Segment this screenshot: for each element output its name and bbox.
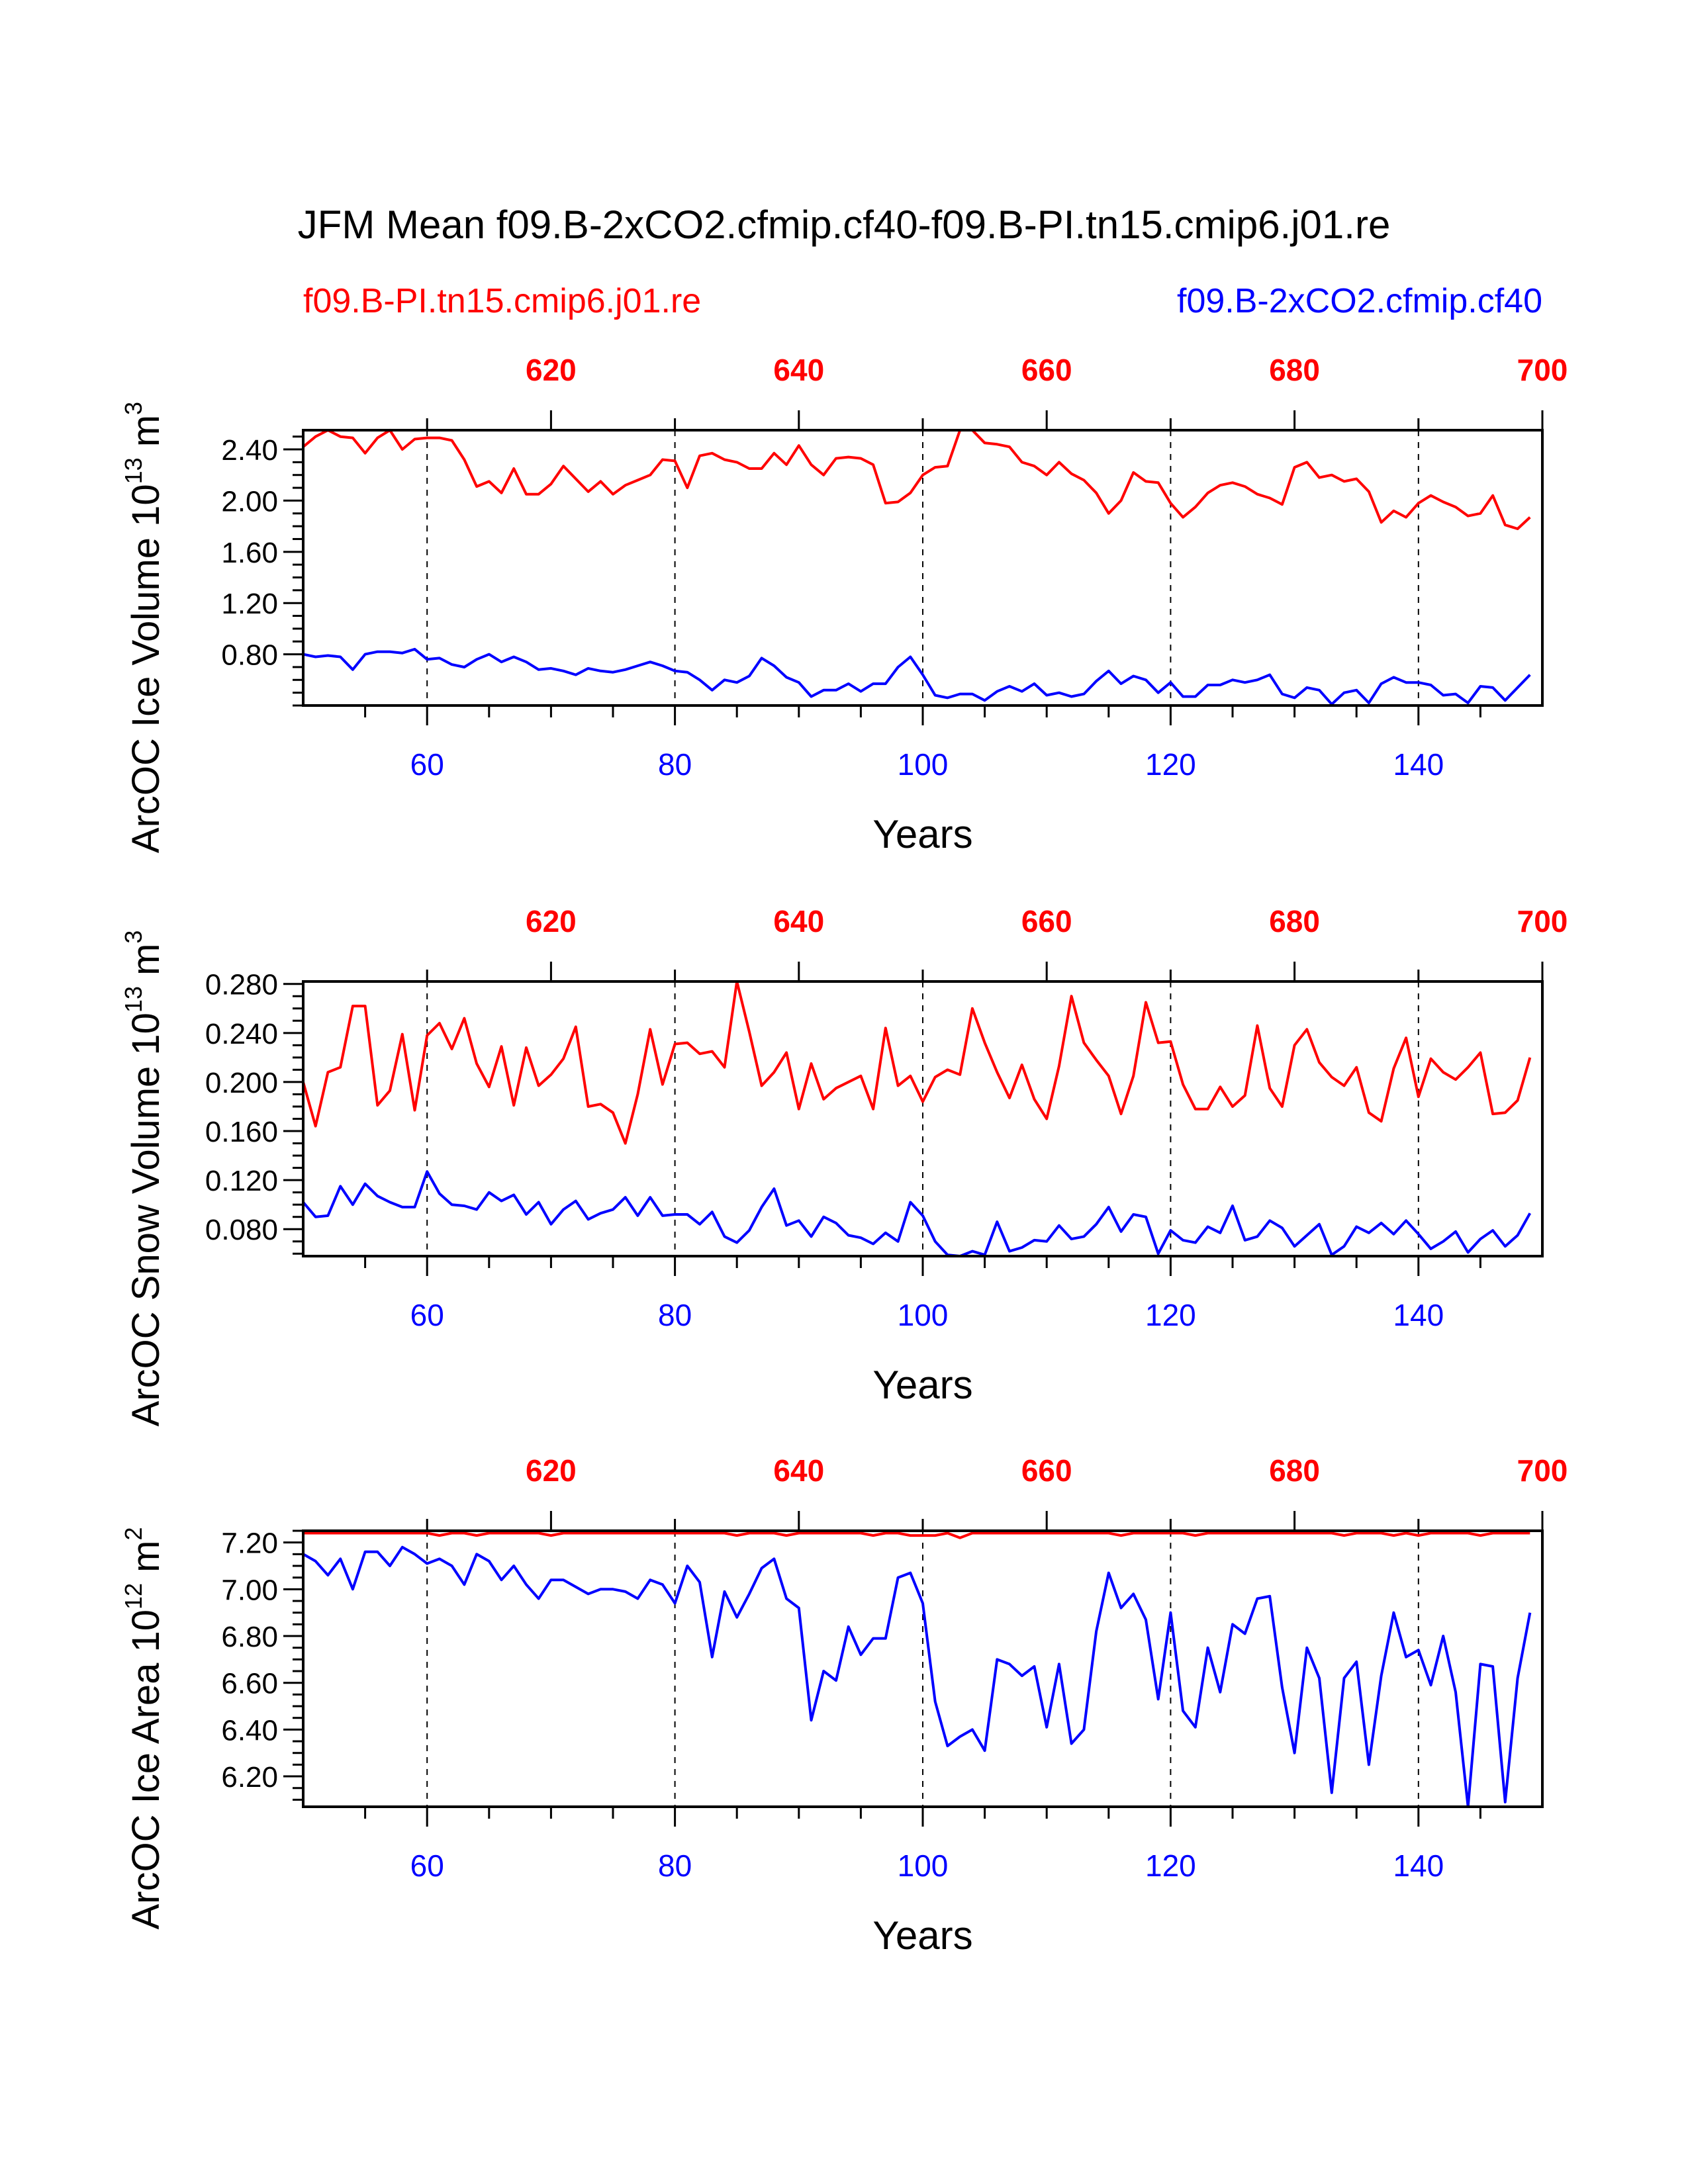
y-tick-label: 0.080 bbox=[205, 1214, 278, 1246]
top-x-tick-label: 680 bbox=[1269, 904, 1320, 938]
y-axis-title-unit-exponent: 3 bbox=[120, 402, 147, 415]
series-line-pi bbox=[302, 980, 1532, 1145]
x-tick-label: 60 bbox=[410, 747, 444, 782]
x-axis-title: Years bbox=[872, 1363, 972, 1407]
y-tick-label: 0.120 bbox=[205, 1165, 278, 1197]
chart-title: JFM Mean f09.B-2xCO2.cfmip.cf40-f09.B-PI… bbox=[298, 203, 1391, 247]
x-tick-label: 120 bbox=[1145, 1298, 1196, 1332]
series-line-2xco2 bbox=[302, 1170, 1532, 1257]
y-axis-title-exponent: 12 bbox=[120, 1583, 147, 1610]
x-tick-label: 60 bbox=[410, 1848, 444, 1883]
y-axis-title: ArcOC Snow Volume 1013 m3 bbox=[120, 931, 167, 1427]
y-axis-title-unit: m bbox=[124, 1541, 167, 1583]
x-tick-label: 140 bbox=[1393, 1848, 1444, 1883]
x-tick-label: 100 bbox=[898, 1848, 949, 1883]
top-x-tick-label: 660 bbox=[1021, 353, 1072, 387]
y-axis-title-exponent: 13 bbox=[120, 986, 147, 1013]
x-tick-label: 140 bbox=[1393, 1298, 1444, 1332]
x-tick-label: 140 bbox=[1393, 747, 1444, 782]
top-x-tick-label: 620 bbox=[526, 904, 577, 938]
x-tick-label: 80 bbox=[658, 1848, 692, 1883]
top-x-tick-label: 640 bbox=[773, 1453, 824, 1488]
legend-left-label: f09.B-PI.tn15.cmip6.j01.re bbox=[303, 282, 701, 320]
y-tick-label: 1.20 bbox=[221, 588, 278, 620]
x-axis-title: Years bbox=[872, 1913, 972, 1958]
y-tick-label: 0.240 bbox=[205, 1018, 278, 1050]
series-line-pi bbox=[302, 429, 1531, 530]
chart-panel-3: 60 80 100 120 140 620 640 660 680 700 Years 7.20 7.0… bbox=[120, 1453, 1568, 1958]
top-x-tick-label: 640 bbox=[773, 904, 824, 938]
top-x-tick-label: 640 bbox=[773, 353, 824, 387]
x-tick-label: 120 bbox=[1145, 1848, 1196, 1883]
top-x-tick-label: 680 bbox=[1269, 353, 1320, 387]
y-axis-title-unit: m bbox=[124, 415, 167, 457]
chart-panel-2: 60 80 100 120 140 620 640 660 680 700 Years 0.280 0.… bbox=[120, 904, 1568, 1426]
x-tick-label: 100 bbox=[898, 1298, 949, 1332]
y-tick-label: 7.20 bbox=[221, 1527, 278, 1560]
top-x-tick-label: 620 bbox=[526, 1453, 577, 1488]
x-axis-title: Years bbox=[872, 812, 972, 856]
top-x-tick-label: 700 bbox=[1517, 1453, 1568, 1488]
x-tick-label: 80 bbox=[658, 747, 692, 782]
y-tick-label: 6.20 bbox=[221, 1761, 278, 1794]
top-x-tick-label: 700 bbox=[1517, 353, 1568, 387]
x-tick-label: 80 bbox=[658, 1298, 692, 1332]
top-x-tick-label: 680 bbox=[1269, 1453, 1320, 1488]
x-tick-label: 100 bbox=[898, 747, 949, 782]
y-tick-label: 7.00 bbox=[221, 1574, 278, 1606]
y-tick-label: 6.40 bbox=[221, 1714, 278, 1747]
series-line-2xco2 bbox=[303, 647, 1531, 706]
y-tick-label: 2.00 bbox=[221, 485, 278, 518]
y-axis-title-exponent: 13 bbox=[120, 457, 147, 484]
chart-panel-1: 60 80 100 120 140 620 640 660 680 700 Years 2.40 2.0… bbox=[120, 353, 1568, 856]
y-tick-label: 2.40 bbox=[221, 434, 278, 467]
y-axis-title-text: ArcOC Snow Volume 10 bbox=[124, 1013, 167, 1426]
y-tick-label: 0.160 bbox=[205, 1116, 278, 1148]
y-axis-title: ArcOC Ice Area 1012 m2 bbox=[120, 1527, 167, 1929]
top-x-tick-label: 660 bbox=[1021, 904, 1072, 938]
y-tick-label: 6.60 bbox=[221, 1668, 278, 1700]
y-tick-label: 0.280 bbox=[205, 969, 278, 1001]
y-axis-title-unit-exponent: 3 bbox=[120, 931, 147, 944]
y-axis-title: ArcOC Ice Volume 1013 m3 bbox=[120, 402, 167, 853]
y-tick-label: 0.80 bbox=[221, 639, 278, 672]
x-tick-label: 60 bbox=[410, 1298, 444, 1332]
series-line-2xco2 bbox=[303, 1545, 1532, 1808]
y-tick-label: 1.60 bbox=[221, 537, 278, 569]
y-axis-title-text: ArcOC Ice Area 10 bbox=[124, 1610, 167, 1930]
top-x-tick-label: 620 bbox=[526, 353, 577, 387]
top-x-tick-label: 700 bbox=[1517, 904, 1568, 938]
top-x-tick-label: 660 bbox=[1021, 1453, 1072, 1488]
y-axis-title-unit: m bbox=[124, 944, 167, 986]
y-axis-title-text: ArcOC Ice Volume 10 bbox=[124, 484, 167, 853]
y-axis-title-unit-exponent: 2 bbox=[120, 1527, 147, 1540]
x-tick-label: 120 bbox=[1145, 747, 1196, 782]
y-tick-label: 0.200 bbox=[205, 1067, 278, 1099]
series-line-pi bbox=[303, 1531, 1530, 1539]
y-tick-label: 6.80 bbox=[221, 1621, 278, 1653]
legend-right-label: f09.B-2xCO2.cfmip.cf40 bbox=[1177, 282, 1542, 320]
